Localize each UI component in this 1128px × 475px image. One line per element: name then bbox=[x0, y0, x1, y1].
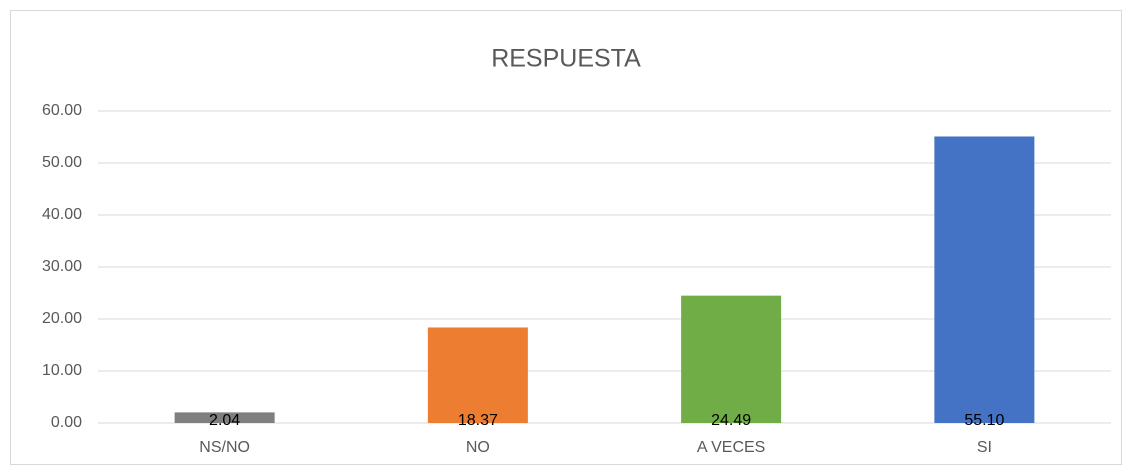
bar bbox=[174, 412, 275, 423]
y-tick-label: 60.00 bbox=[42, 102, 82, 119]
y-tick-label: 30.00 bbox=[42, 258, 82, 275]
chart-title: RESPUESTA bbox=[491, 45, 641, 73]
data-label: 18.37 bbox=[458, 412, 498, 429]
x-tick-label: SI bbox=[977, 439, 992, 456]
y-tick-label: 50.00 bbox=[42, 154, 82, 171]
y-tick-label: 10.00 bbox=[42, 362, 82, 379]
data-label: 55.10 bbox=[964, 412, 1004, 429]
y-tick-label: 0.00 bbox=[51, 414, 82, 431]
bar bbox=[934, 136, 1035, 424]
x-tick-label: NS/NO bbox=[199, 439, 250, 456]
x-tick-label: NO bbox=[466, 439, 490, 456]
data-label: 24.49 bbox=[711, 412, 751, 429]
y-tick-label: 20.00 bbox=[42, 310, 82, 327]
x-tick-label: A VECES bbox=[697, 439, 765, 456]
y-tick-label: 40.00 bbox=[42, 206, 82, 223]
bar bbox=[427, 327, 528, 423]
data-label: 2.04 bbox=[209, 412, 240, 429]
bar bbox=[681, 295, 782, 423]
